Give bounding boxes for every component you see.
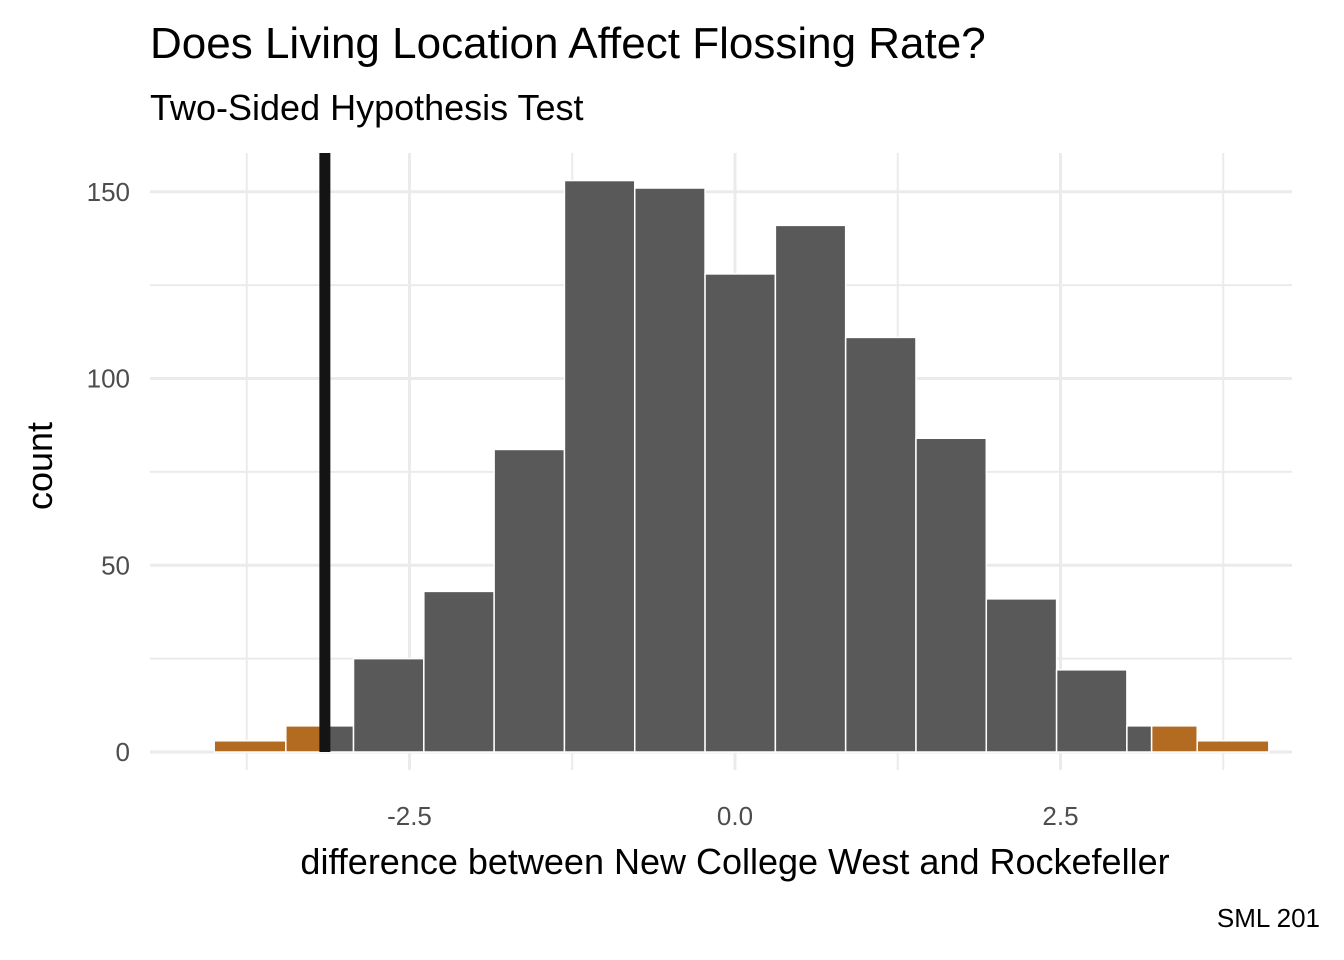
y-axis-ticks: 0 50 100 150 [87, 177, 130, 767]
histogram-bar [774, 224, 847, 753]
histogram-bar [1126, 725, 1153, 753]
histogram-bar [985, 598, 1058, 753]
histogram-bar [915, 437, 988, 753]
histogram-bar-tail [1150, 725, 1198, 753]
x-tick-label: 2.5 [1042, 801, 1078, 831]
histogram-bar [493, 448, 566, 753]
histogram-bars [213, 179, 1270, 753]
histogram-bar-tail [213, 740, 287, 753]
y-tick-label: 150 [87, 177, 130, 207]
histogram-bar-tail [1196, 740, 1270, 753]
chart-caption: SML 201 [1216, 903, 1320, 933]
y-tick-label: 100 [87, 364, 130, 394]
chart-subtitle: Two-Sided Hypothesis Test [150, 87, 584, 128]
x-tick-label: 0.0 [717, 801, 753, 831]
histogram-bar [352, 657, 425, 753]
y-tick-label: 0 [116, 737, 130, 767]
y-axis-title: count [19, 422, 60, 510]
histogram-bar [633, 187, 706, 753]
histogram-bar-tail [285, 725, 326, 753]
x-axis-ticks: -2.5 0.0 2.5 [387, 801, 1078, 831]
x-tick-label: -2.5 [387, 801, 432, 831]
histogram-bar [844, 336, 917, 753]
y-tick-label: 50 [101, 550, 130, 580]
histogram-bar [423, 590, 495, 753]
x-axis-title: difference between New College West and … [300, 841, 1169, 882]
histogram-bar [563, 179, 636, 753]
chart-title: Does Living Location Affect Flossing Rat… [150, 19, 986, 68]
histogram-bar [1055, 669, 1128, 753]
histogram-bar [704, 273, 777, 753]
